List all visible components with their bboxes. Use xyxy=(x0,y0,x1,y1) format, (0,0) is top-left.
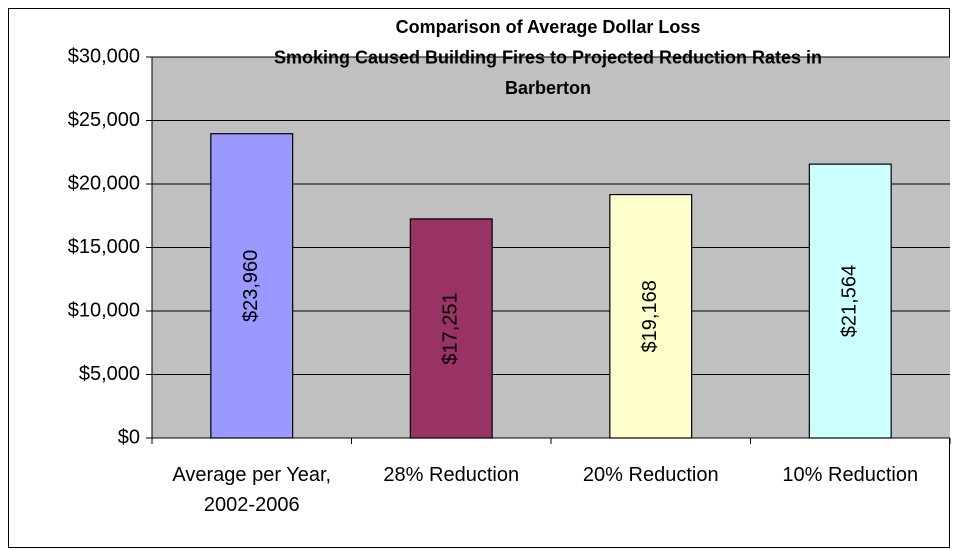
value-label: $23,960 xyxy=(240,250,262,322)
chart-title: Barberton xyxy=(505,78,591,98)
bar xyxy=(609,193,693,439)
bar xyxy=(210,133,294,439)
bar xyxy=(409,218,493,439)
x-tick-label: 20% Reduction xyxy=(582,464,719,486)
y-tick-label: $25,000 xyxy=(68,109,140,131)
chart-title: Smoking Caused Building Fires to Project… xyxy=(274,47,822,67)
y-tick-label: $30,000 xyxy=(68,45,140,67)
y-tick-label: $20,000 xyxy=(68,172,140,194)
value-label: $19,168 xyxy=(639,280,661,352)
x-tick-label: 28% Reduction xyxy=(383,464,520,486)
value-label: $21,564 xyxy=(839,265,861,337)
y-tick-label: $0 xyxy=(118,426,140,448)
y-tick-label: $5,000 xyxy=(79,363,140,385)
y-tick-label: $15,000 xyxy=(68,236,140,258)
value-label: $17,251 xyxy=(440,292,462,364)
bar xyxy=(808,163,892,439)
x-tick-label: 10% Reduction xyxy=(782,464,919,486)
chart-title: Comparison of Average Dollar Loss xyxy=(396,17,701,37)
y-tick-label: $10,000 xyxy=(68,299,140,321)
x-tick-label: Average per Year, 2002-2006 xyxy=(172,464,332,516)
